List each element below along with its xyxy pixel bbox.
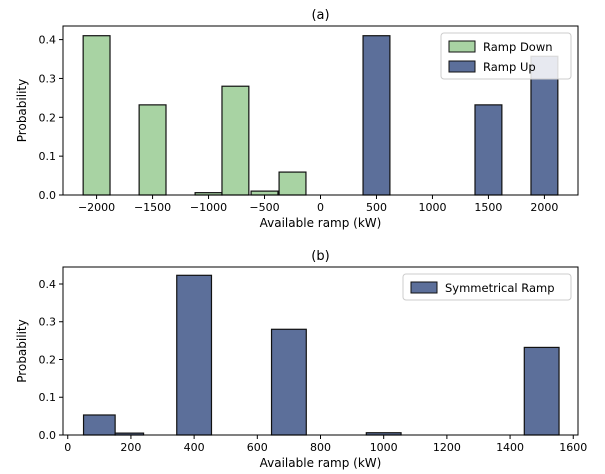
xtick-label-a-3: −500 [249,201,279,214]
legend-swatch-a-0 [448,40,476,53]
bar-a-1-1 [474,104,503,196]
bar-b-0-3 [270,328,307,436]
chart-a: −2000 −1500 −1000 −500 0 500 1000 1500 2000 0.0 0.… [15,8,579,230]
bar-a-0-0 [82,35,111,196]
chart-title-b: (b) [311,249,329,264]
ytick-label-b-2: 0.2 [39,353,57,366]
bar-b-0-2 [176,274,213,436]
ytick-label-b-0: 0.0 [39,429,57,442]
ytick-label-a-3: 0.3 [39,72,57,85]
xtick-label-a-4: 0 [317,201,324,214]
bar-b-0-5 [523,346,560,436]
ytick-label-b-4: 0.4 [39,278,57,291]
xtick-label-b-7: 1400 [496,441,524,454]
legend-label-b-0: Symmetrical Ramp [445,281,555,295]
xtick-label-b-5: 1000 [370,441,398,454]
xtick-label-a-7: 1500 [474,201,502,214]
ytick-label-b-1: 0.1 [39,391,57,404]
ytick-label-b-3: 0.3 [39,316,57,329]
y-axis-label-b: Probability [15,319,29,382]
chart-b: 0 200 400 600 800 1000 1200 1400 1600 0.0 0.1 0.2 0.… [15,249,587,470]
xtick-label-b-8: 1600 [559,441,587,454]
legend-swatch-b-0 [410,281,438,294]
xtick-label-b-0: 0 [64,441,71,454]
ytick-label-a-1: 0.1 [39,150,57,163]
chart-title-a: (a) [311,8,329,23]
x-axis-label-b: Available ramp (kW) [260,456,382,470]
xtick-label-a-0: −2000 [78,201,115,214]
xtick-label-a-5: 500 [366,201,387,214]
xtick-label-b-4: 800 [310,441,331,454]
legend-label-a-0: Ramp Down [483,40,553,54]
bar-a-0-3 [221,85,250,196]
xtick-label-b-3: 600 [247,441,268,454]
legend-b [402,273,572,301]
xtick-label-a-8: 2000 [530,201,558,214]
bar-a-0-5 [278,171,307,196]
ytick-label-a-2: 0.2 [39,111,57,124]
xtick-label-b-6: 1200 [433,441,461,454]
ytick-label-a-4: 0.4 [39,34,57,47]
bar-a-1-0 [362,35,391,196]
xtick-label-a-2: −1000 [190,201,227,214]
xtick-label-b-1: 200 [120,441,141,454]
bar-a-0-1 [138,104,167,196]
bar-b-0-0 [82,414,116,436]
x-axis-label-a: Available ramp (kW) [260,216,382,230]
legend-swatch-a-1 [448,60,476,73]
ytick-label-a-0: 0.0 [39,189,57,202]
y-axis-label-a: Probability [15,79,29,142]
xtick-label-a-6: 1000 [418,201,446,214]
xtick-label-a-1: −1500 [134,201,171,214]
xtick-label-b-2: 400 [184,441,205,454]
legend-label-a-1: Ramp Up [483,60,536,74]
bar-a-0-4 [250,190,279,196]
